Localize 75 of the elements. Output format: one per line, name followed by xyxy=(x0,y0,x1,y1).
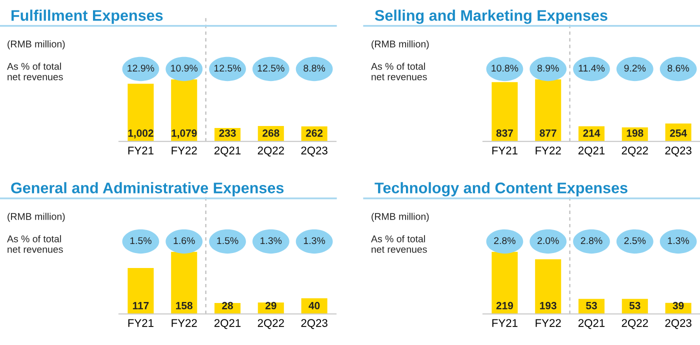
x-tick-label: 2Q21 xyxy=(578,319,605,329)
annotation: 1.3% xyxy=(260,237,282,244)
x-tick-label: 2Q23 xyxy=(665,146,692,156)
x-tick-label: 2Q21 xyxy=(214,319,241,329)
x-tick-label: FY22 xyxy=(172,146,197,154)
x-tick-label: FY21 xyxy=(128,146,154,154)
bar xyxy=(128,84,154,142)
annotation: 1.5% xyxy=(130,237,152,244)
text: (RMB million) xyxy=(372,212,429,222)
annotation: 12.5% xyxy=(258,64,284,72)
chart-title: General and Administrative Expenses xyxy=(11,182,284,196)
x-tick-label: 2Q21 xyxy=(214,146,241,156)
data-label: 53 xyxy=(629,302,640,310)
annotation: 1.3% xyxy=(668,237,690,244)
data-label: 158 xyxy=(176,302,192,310)
data-label: 1,079 xyxy=(172,129,197,138)
data-label: 39 xyxy=(672,302,684,310)
x-tick-label: FY22 xyxy=(536,146,561,154)
data-label: 214 xyxy=(583,129,600,137)
text: As % of total net revenues xyxy=(7,235,63,253)
text: (RMB million) xyxy=(8,40,65,50)
annotation: 8.8% xyxy=(304,64,326,72)
annotation: 2.5% xyxy=(624,237,646,244)
data-label: 193 xyxy=(540,302,556,310)
chart-title: Fulfillment Expenses xyxy=(12,10,163,24)
annotation: 12.9% xyxy=(128,64,154,72)
x-tick-label: 2Q21 xyxy=(578,146,605,156)
x-tick-label: 2Q22 xyxy=(622,319,648,329)
data-label: 28 xyxy=(222,302,233,310)
x-tick-label: 2Q23 xyxy=(665,319,692,329)
data-label: 40 xyxy=(308,302,320,310)
text: As % of total net revenues xyxy=(7,62,63,80)
data-label: 254 xyxy=(670,129,687,137)
annotation: 10.8% xyxy=(492,64,518,72)
data-label: 53 xyxy=(586,302,597,310)
annotation: 8.9% xyxy=(537,64,559,72)
data-label: 1,002 xyxy=(128,129,154,138)
annotation: 10.9% xyxy=(171,64,198,72)
x-tick-label: 2Q23 xyxy=(301,319,328,329)
data-label: 219 xyxy=(496,302,514,310)
data-label: 877 xyxy=(540,129,556,137)
data-label: 233 xyxy=(219,129,236,137)
chart-title: Technology and Content Expenses xyxy=(374,182,628,196)
x-tick-label: FY21 xyxy=(492,146,518,154)
annotation: 2.0% xyxy=(538,237,559,244)
x-tick-label: FY21 xyxy=(492,319,518,327)
x-tick-label: FY22 xyxy=(536,319,561,327)
annotation: 9.2% xyxy=(624,64,646,72)
text: (RMB million) xyxy=(372,40,429,50)
text: (RMB million) xyxy=(8,212,65,222)
data-label: 837 xyxy=(496,129,513,137)
x-tick-label: FY22 xyxy=(172,319,197,327)
bar xyxy=(535,259,562,314)
annotation: 11.4% xyxy=(578,64,605,72)
annotation: 2.8% xyxy=(580,237,602,244)
x-tick-label: 2Q23 xyxy=(301,146,328,156)
annotation: 1.6% xyxy=(174,237,195,244)
x-tick-label: 2Q22 xyxy=(258,319,284,329)
x-tick-label: FY21 xyxy=(128,319,154,327)
data-label: 29 xyxy=(265,302,276,310)
data-label: 198 xyxy=(626,129,644,137)
text: As % of total net revenues xyxy=(371,235,427,253)
chart-title: Selling and Marketing Expenses xyxy=(374,10,608,24)
x-tick-label: 2Q22 xyxy=(258,146,284,156)
annotation: 1.3% xyxy=(304,237,326,244)
annotation: 1.5% xyxy=(217,237,238,244)
annotation: 2.8% xyxy=(494,237,516,244)
text: As % of total net revenues xyxy=(371,62,427,80)
x-tick-label: 2Q22 xyxy=(622,146,648,156)
annotation: 8.6% xyxy=(668,64,690,72)
annotation: 12.5% xyxy=(214,64,241,72)
data-label: 262 xyxy=(306,129,323,137)
data-label: 117 xyxy=(132,302,149,310)
bar xyxy=(128,268,154,314)
data-label: 268 xyxy=(262,129,280,137)
